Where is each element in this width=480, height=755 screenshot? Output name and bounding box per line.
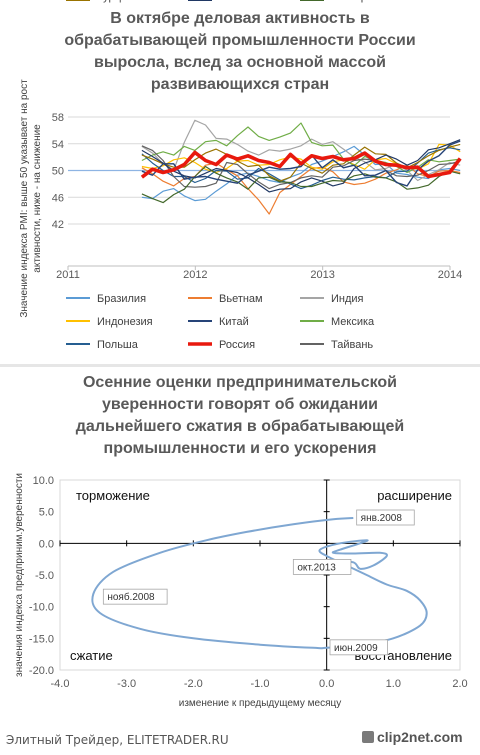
legend-label: Россия	[219, 339, 255, 351]
clip2net-icon	[362, 731, 374, 743]
legend-label: Мексика	[331, 316, 375, 328]
annotation-box	[102, 588, 168, 605]
legend-label: Индонезия	[97, 316, 153, 328]
y-tick-label: 50	[52, 166, 64, 178]
y-tick-label: -20.0	[29, 665, 54, 677]
y-tick-label: 10.0	[33, 475, 54, 487]
quadrant-label-bottom-left: сжатие	[70, 648, 113, 663]
y-tick-label: -10.0	[29, 602, 54, 614]
x-tick-label: 2013	[310, 269, 334, 281]
footer-source: Элитный Трейдер, ELITETRADER.RU	[6, 733, 229, 747]
y-axis-label: активности, ниже - на снижение	[32, 124, 43, 273]
x-tick-label: 0.0	[319, 678, 334, 690]
annotation-box	[329, 639, 388, 656]
panel1-title-line: выросла, вслед за основной массой	[94, 54, 386, 71]
quadrant-label-top-right: расширение	[377, 488, 452, 503]
panel1-title-line: развивающихся стран	[150, 76, 330, 93]
confidence-phase-chart: -20.0 -15.0 -10.0 -5.0 0.0 5.0 10.0 -4.0 -3.0 -2.…	[14, 473, 468, 709]
x-tick-label: -1.0	[251, 678, 270, 690]
footer-bar	[0, 727, 480, 755]
x-tick-label: -4.0	[51, 678, 70, 690]
x-tick-label: -2.0	[184, 678, 203, 690]
series-line-6	[141, 147, 461, 190]
panel2-title-line: дальнейшего сжатия в обрабатывающей	[75, 418, 405, 435]
panel2-title-line: уверенности говорят об ожидании	[101, 396, 379, 413]
trajectory-line	[91, 517, 428, 650]
x-axis-label: изменение к предыдущему месяцу	[179, 698, 342, 709]
y-tick-label: 0.0	[39, 538, 54, 550]
y-axis-label: Значение индекса PMI: выше 50 указывает …	[19, 79, 30, 318]
y-tick-label: -5.0	[35, 570, 54, 582]
series-line-7	[140, 150, 462, 179]
annotation-label: янв.2008	[361, 513, 403, 524]
y-tick-label: 58	[52, 112, 64, 124]
legend-label: Ю. Корея	[331, 0, 379, 3]
legend-label: Вьетнам	[219, 293, 263, 305]
annotation-box	[356, 509, 415, 526]
footer-watermark: clip2net.com	[362, 729, 463, 745]
x-tick-label: 2011	[56, 269, 80, 281]
plot-area	[59, 479, 461, 671]
series-line-0	[141, 145, 461, 202]
annotation-label: окт.2013	[297, 562, 336, 573]
legend-label: Турция	[97, 0, 133, 3]
panel1-title-line: В октябре деловая активность в	[110, 10, 370, 27]
panel2-title-line: Осенние оценки предпринимательской	[82, 374, 398, 391]
panel1-title-line: обрабатывающей промышленности России	[64, 32, 416, 49]
legend-label: Тайвань	[331, 339, 373, 351]
annotation-box	[292, 559, 352, 575]
pmi-line-chart: 42 46 50 54 58 2011 2012 2013 2014 Значение индек…	[19, 0, 462, 351]
quadrant-label-top-left: торможение	[76, 488, 150, 503]
panel1-title: В октябре деловая активность в обрабатыв…	[0, 8, 480, 96]
y-tick-label: 42	[52, 219, 64, 231]
y-tick-label: -15.0	[29, 633, 54, 645]
panel2-title: Осенние оценки предпринимательской увере…	[0, 372, 480, 460]
legend-label: Китай	[219, 316, 249, 328]
x-tick-label: -3.0	[117, 678, 136, 690]
series-line-5	[141, 122, 461, 174]
y-axis-label: значения индекса предприним.уверенности	[14, 473, 25, 677]
legend-label: Индия	[331, 293, 364, 305]
y-tick-label: 5.0	[39, 507, 54, 519]
annotation-label: нояб.2008	[107, 591, 155, 603]
legend-label: Бразилия	[97, 293, 146, 305]
panel-divider	[0, 364, 480, 367]
x-tick-label: 2.0	[452, 678, 467, 690]
x-tick-label: 2012	[183, 269, 207, 281]
series-line-8	[141, 145, 461, 190]
series-line-4	[141, 140, 461, 187]
y-tick-label: 46	[52, 192, 64, 204]
x-tick-label: 2014	[438, 269, 462, 281]
legend-label: Чехия	[219, 0, 250, 3]
panel2-title-line: промышленности и его ускорения	[103, 440, 377, 457]
x-tick-label: 1.0	[386, 678, 401, 690]
footer-watermark-text: clip2net.com	[377, 729, 463, 745]
annotation-label: июн.2009	[334, 643, 378, 654]
y-tick-label: 54	[52, 139, 64, 151]
legend-label: Польша	[97, 339, 139, 351]
